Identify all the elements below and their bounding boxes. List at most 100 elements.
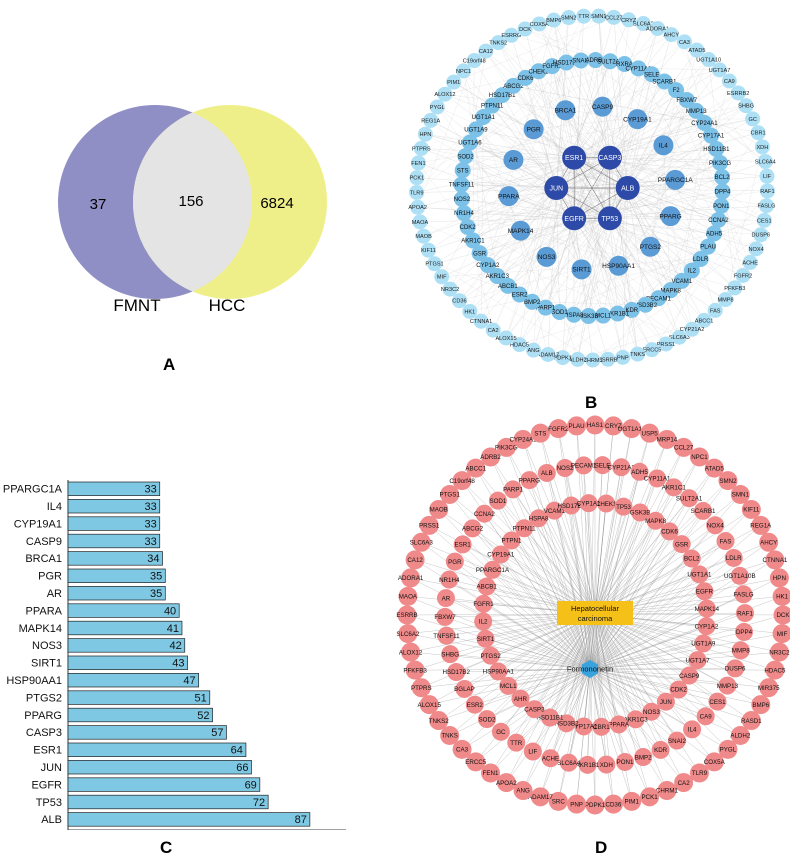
ctd-edge — [589, 631, 745, 670]
ppi-edge — [525, 77, 719, 220]
ctd-edge — [594, 613, 644, 758]
ctd-edge — [594, 613, 636, 720]
ppi-node-parp1: PARP1 — [536, 299, 556, 316]
svg-text:SOD1: SOD1 — [551, 310, 568, 316]
bar-sirt1 — [67, 655, 188, 670]
ppi-edge — [425, 133, 575, 158]
svg-text:ADAM17: ADAM17 — [537, 352, 559, 358]
target-node-pparg: PPARG — [519, 471, 540, 490]
target-node-bmp2: BMP2 — [634, 748, 653, 767]
svg-text:HSD17B2: HSD17B2 — [442, 669, 470, 676]
target-node-cyp19a1: CYP19A1 — [487, 545, 515, 564]
ppi-edge — [574, 122, 705, 158]
ctd-edge — [594, 613, 619, 725]
ppi-edge — [675, 179, 716, 311]
ppi-node-sts: STS — [454, 162, 471, 179]
ppi-edge — [627, 90, 677, 189]
ppi-edge — [609, 218, 705, 321]
target-node-sult2a1: SULT2A1 — [676, 489, 703, 508]
ctd-edge — [571, 505, 591, 670]
ctd-edge — [486, 613, 596, 720]
ctd-edge — [566, 613, 596, 724]
svg-text:COX5A: COX5A — [704, 759, 726, 766]
svg-text:HSD17B1: HSD17B1 — [557, 503, 585, 510]
ppi-edge — [627, 135, 712, 189]
target-node-pik3cg: PIK3CG — [495, 437, 518, 457]
svg-text:GSK3B: GSK3B — [578, 314, 598, 320]
ppi-edge — [545, 157, 611, 308]
svg-text:HSD17B1: HSD17B1 — [489, 93, 516, 99]
ppi-node-cbr1: CBR1 — [750, 125, 766, 141]
ppi-edge — [539, 23, 611, 158]
ppi-edge — [461, 157, 575, 200]
svg-text:HAS1: HAS1 — [587, 422, 604, 429]
ppi-edge — [609, 218, 765, 221]
svg-text:IL2: IL2 — [688, 269, 697, 275]
bar-value-ptgs2: 51 — [195, 692, 207, 704]
svg-text:HSD11B1: HSD11B1 — [536, 715, 564, 722]
svg-text:ACHE: ACHE — [742, 260, 758, 266]
svg-text:APOA2: APOA2 — [496, 780, 517, 787]
ppi-node-sod1: SOD1 — [551, 303, 568, 320]
ppi-node-brca1: BRCA1 — [555, 100, 577, 121]
svg-text:CYP24A1: CYP24A1 — [509, 437, 537, 444]
ctd-edge — [594, 506, 624, 615]
ppi-edge — [479, 157, 610, 254]
bar-value-pgr: 35 — [150, 571, 162, 583]
svg-text:KIF11: KIF11 — [421, 248, 436, 254]
ctd-edge — [589, 668, 632, 802]
svg-text:HSD11B1: HSD11B1 — [703, 147, 730, 153]
target-node-adam17: ADAM17 — [528, 787, 553, 807]
svg-text:PLAU: PLAU — [700, 245, 716, 251]
ctd-edge — [444, 616, 591, 670]
ctd-edge — [594, 531, 670, 615]
ppi-node-ca9: CA9 — [721, 73, 737, 89]
target-node-akr1c3: AKR1C3 — [624, 710, 648, 729]
target-node-sod2: SOD2 — [477, 710, 496, 729]
svg-text:MMP8: MMP8 — [732, 648, 750, 655]
svg-text:BMP2: BMP2 — [524, 300, 541, 306]
svg-text:COX5A: COX5A — [530, 22, 549, 28]
ppi-edge — [502, 63, 625, 96]
target-node-cbr1: CBR1 — [592, 717, 611, 736]
svg-text:CA9: CA9 — [700, 713, 713, 720]
ppi-node-hsd17b1: HSD17B1 — [489, 87, 516, 104]
ppi-edge — [417, 207, 761, 235]
ppi-node-maoa: MAOA — [412, 214, 429, 230]
bar-value-brca1: 34 — [147, 553, 159, 565]
ppi-node-pfkfb3: PFKFB3 — [724, 280, 745, 296]
ppi-edge — [556, 187, 646, 305]
ppi-node-c19orf48: C19orf48 — [463, 53, 486, 69]
svg-text:LIF: LIF — [528, 749, 537, 756]
svg-text:ALB: ALB — [541, 470, 553, 477]
target-node-alb: ALB — [537, 463, 556, 482]
ctd-edge — [594, 478, 658, 615]
ctd-edge — [486, 668, 591, 720]
target-node-pck1: PCK1 — [640, 787, 660, 807]
svg-text:CA9: CA9 — [724, 79, 735, 85]
target-node-usp5: USP5 — [640, 423, 660, 443]
ctd-edge — [594, 467, 622, 615]
svg-text:ALOX15: ALOX15 — [418, 702, 442, 709]
target-node-tp53: TP53 — [614, 497, 633, 516]
ctd-edge — [589, 668, 668, 791]
target-node-ar: AR — [436, 589, 455, 608]
ctd-edge — [522, 613, 596, 791]
svg-text:ESR2: ESR2 — [512, 293, 528, 299]
bar-value-sirt1: 43 — [172, 658, 184, 670]
target-node-ces1: CES1 — [708, 692, 727, 711]
svg-text:UGT1A10B: UGT1A10B — [724, 573, 756, 580]
ppi-node-aldh2: ALDH2 — [569, 351, 587, 367]
svg-text:TLR9: TLR9 — [692, 770, 708, 777]
ppi-edge — [430, 120, 557, 189]
ppi-node-tnks2: TNKS2 — [489, 35, 507, 51]
ctd-edge — [594, 613, 652, 712]
venn-right-label: HCC — [209, 296, 246, 315]
ctd-edge — [594, 613, 728, 686]
ppi-node-fbxw7: FBXW7 — [676, 91, 698, 108]
target-node-ptprs: PTPRS — [411, 678, 432, 698]
ppi-edge — [592, 234, 761, 361]
svg-text:MAOA: MAOA — [412, 220, 429, 226]
ppi-node-gc: GC — [745, 111, 761, 127]
